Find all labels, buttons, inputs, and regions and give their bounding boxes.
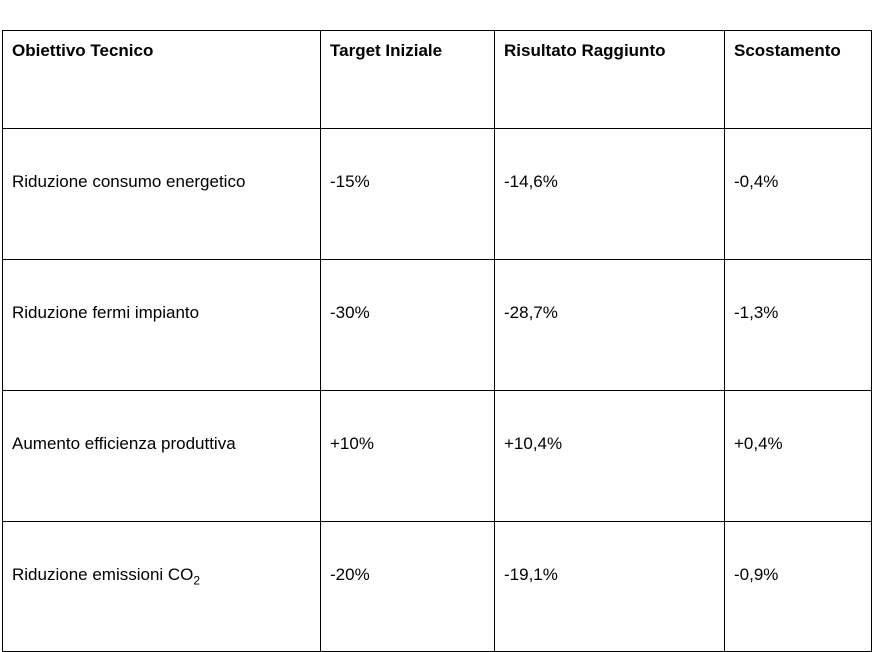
cell-scostamento: -0,9% <box>724 521 872 652</box>
cell-scostamento: +0,4% <box>724 390 872 522</box>
table-row: Riduzione emissioni CO2 -20% -19,1% -0,9… <box>2 521 872 652</box>
table-row: Riduzione consumo energetico -15% -14,6%… <box>2 128 872 260</box>
objectives-table: Obiettivo Tecnico Target Iniziale Risult… <box>2 30 872 652</box>
cell-scostamento: -1,3% <box>724 259 872 391</box>
header-scostamento: Scostamento <box>724 30 872 129</box>
cell-target: +10% <box>320 390 495 522</box>
cell-obiettivo: Riduzione fermi impianto <box>2 259 321 391</box>
cell-target: -15% <box>320 128 495 260</box>
table-row: Riduzione fermi impianto -30% -28,7% -1,… <box>2 259 872 391</box>
table-row: Aumento efficienza produttiva +10% +10,4… <box>2 390 872 522</box>
cell-scostamento: -0,4% <box>724 128 872 260</box>
header-obiettivo-tecnico: Obiettivo Tecnico <box>2 30 321 129</box>
cell-obiettivo: Aumento efficienza produttiva <box>2 390 321 522</box>
table-header-row: Obiettivo Tecnico Target Iniziale Risult… <box>2 30 872 129</box>
document-page: Obiettivo Tecnico Target Iniziale Risult… <box>2 30 872 652</box>
header-target-iniziale: Target Iniziale <box>320 30 495 129</box>
cell-obiettivo: Riduzione consumo energetico <box>2 128 321 260</box>
cell-obiettivo-text: Riduzione emissioni CO <box>12 565 194 584</box>
header-risultato-raggiunto: Risultato Raggiunto <box>494 30 725 129</box>
cell-obiettivo-subscript: 2 <box>193 573 201 588</box>
cell-obiettivo: Riduzione emissioni CO2 <box>2 521 321 652</box>
cell-risultato: -19,1% <box>494 521 725 652</box>
cell-risultato: +10,4% <box>494 390 725 522</box>
cell-risultato: -28,7% <box>494 259 725 391</box>
cell-target: -20% <box>320 521 495 652</box>
cell-target: -30% <box>320 259 495 391</box>
cell-risultato: -14,6% <box>494 128 725 260</box>
